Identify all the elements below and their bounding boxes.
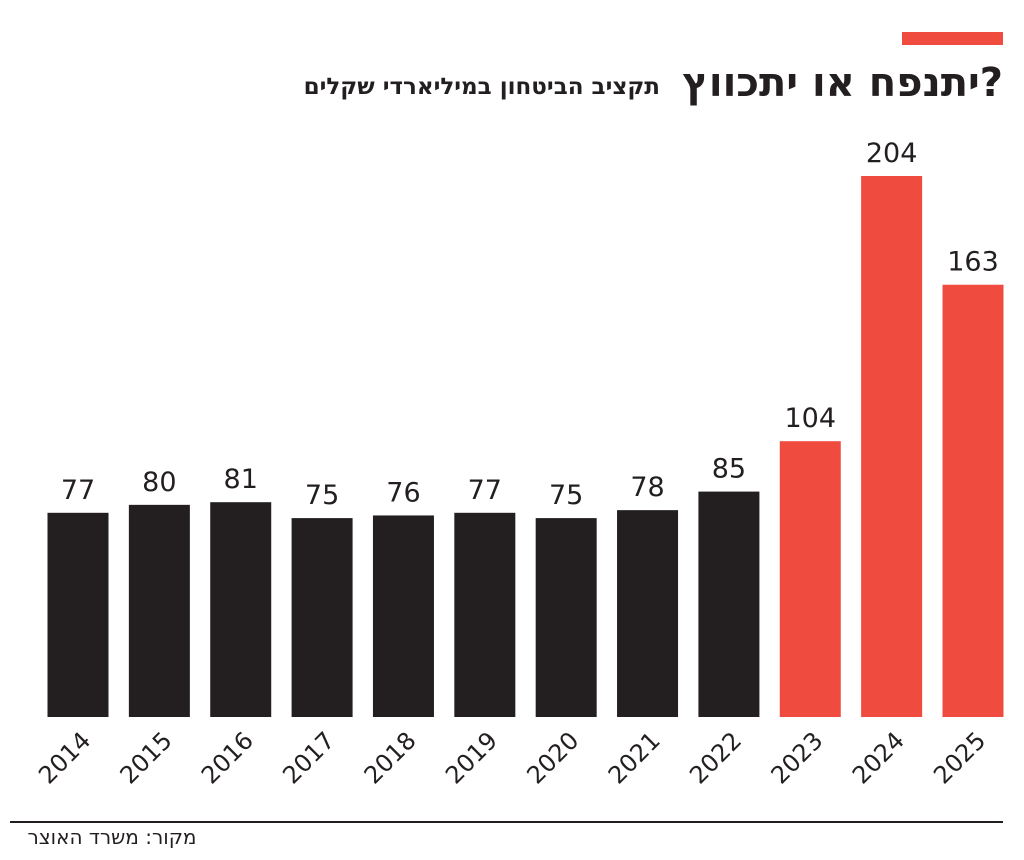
bar xyxy=(47,512,109,717)
x-tick-label: 2018 xyxy=(359,726,422,789)
x-tick-label: 2021 xyxy=(603,726,666,789)
x-tick-label: 2016 xyxy=(196,726,259,789)
bar xyxy=(128,504,190,717)
x-tick-label: 2015 xyxy=(115,726,178,789)
value-label: 163 xyxy=(947,247,999,278)
x-tick-label: 2023 xyxy=(766,726,829,789)
value-label: 75 xyxy=(305,480,339,511)
bar xyxy=(617,510,679,717)
bar xyxy=(372,515,434,717)
chart-title: יתנפח או יתכווץ? xyxy=(682,60,1003,106)
chart-subtitle: תקציב הביטחון במיליארדי שקלים xyxy=(304,74,660,100)
x-tick-label: 2022 xyxy=(684,726,747,789)
x-tick-label: 2014 xyxy=(33,726,96,789)
bar xyxy=(861,176,923,717)
x-tick-label: 2019 xyxy=(440,726,503,789)
bar xyxy=(779,441,841,717)
value-label: 204 xyxy=(866,138,918,169)
value-label: 81 xyxy=(224,464,258,495)
x-tick-label: 2017 xyxy=(277,726,340,789)
value-label: 77 xyxy=(468,475,502,506)
source: מקור: משרד האוצר xyxy=(28,825,197,849)
value-label: 78 xyxy=(630,472,664,503)
bar xyxy=(942,284,1004,717)
value-label: 75 xyxy=(549,480,583,511)
x-tick-label: 2025 xyxy=(928,726,991,789)
value-label: 76 xyxy=(386,477,420,508)
accent-bar xyxy=(902,32,1003,45)
value-label: 80 xyxy=(142,467,176,498)
bar xyxy=(291,518,353,717)
bar xyxy=(535,518,597,717)
x-tick-label: 2020 xyxy=(521,726,584,789)
value-label: 85 xyxy=(712,454,746,485)
bar xyxy=(454,512,516,717)
x-tick-label: 2024 xyxy=(847,726,910,789)
value-label: 104 xyxy=(784,403,836,434)
bar xyxy=(210,502,272,717)
bar xyxy=(698,491,760,717)
value-label: 77 xyxy=(61,475,95,506)
